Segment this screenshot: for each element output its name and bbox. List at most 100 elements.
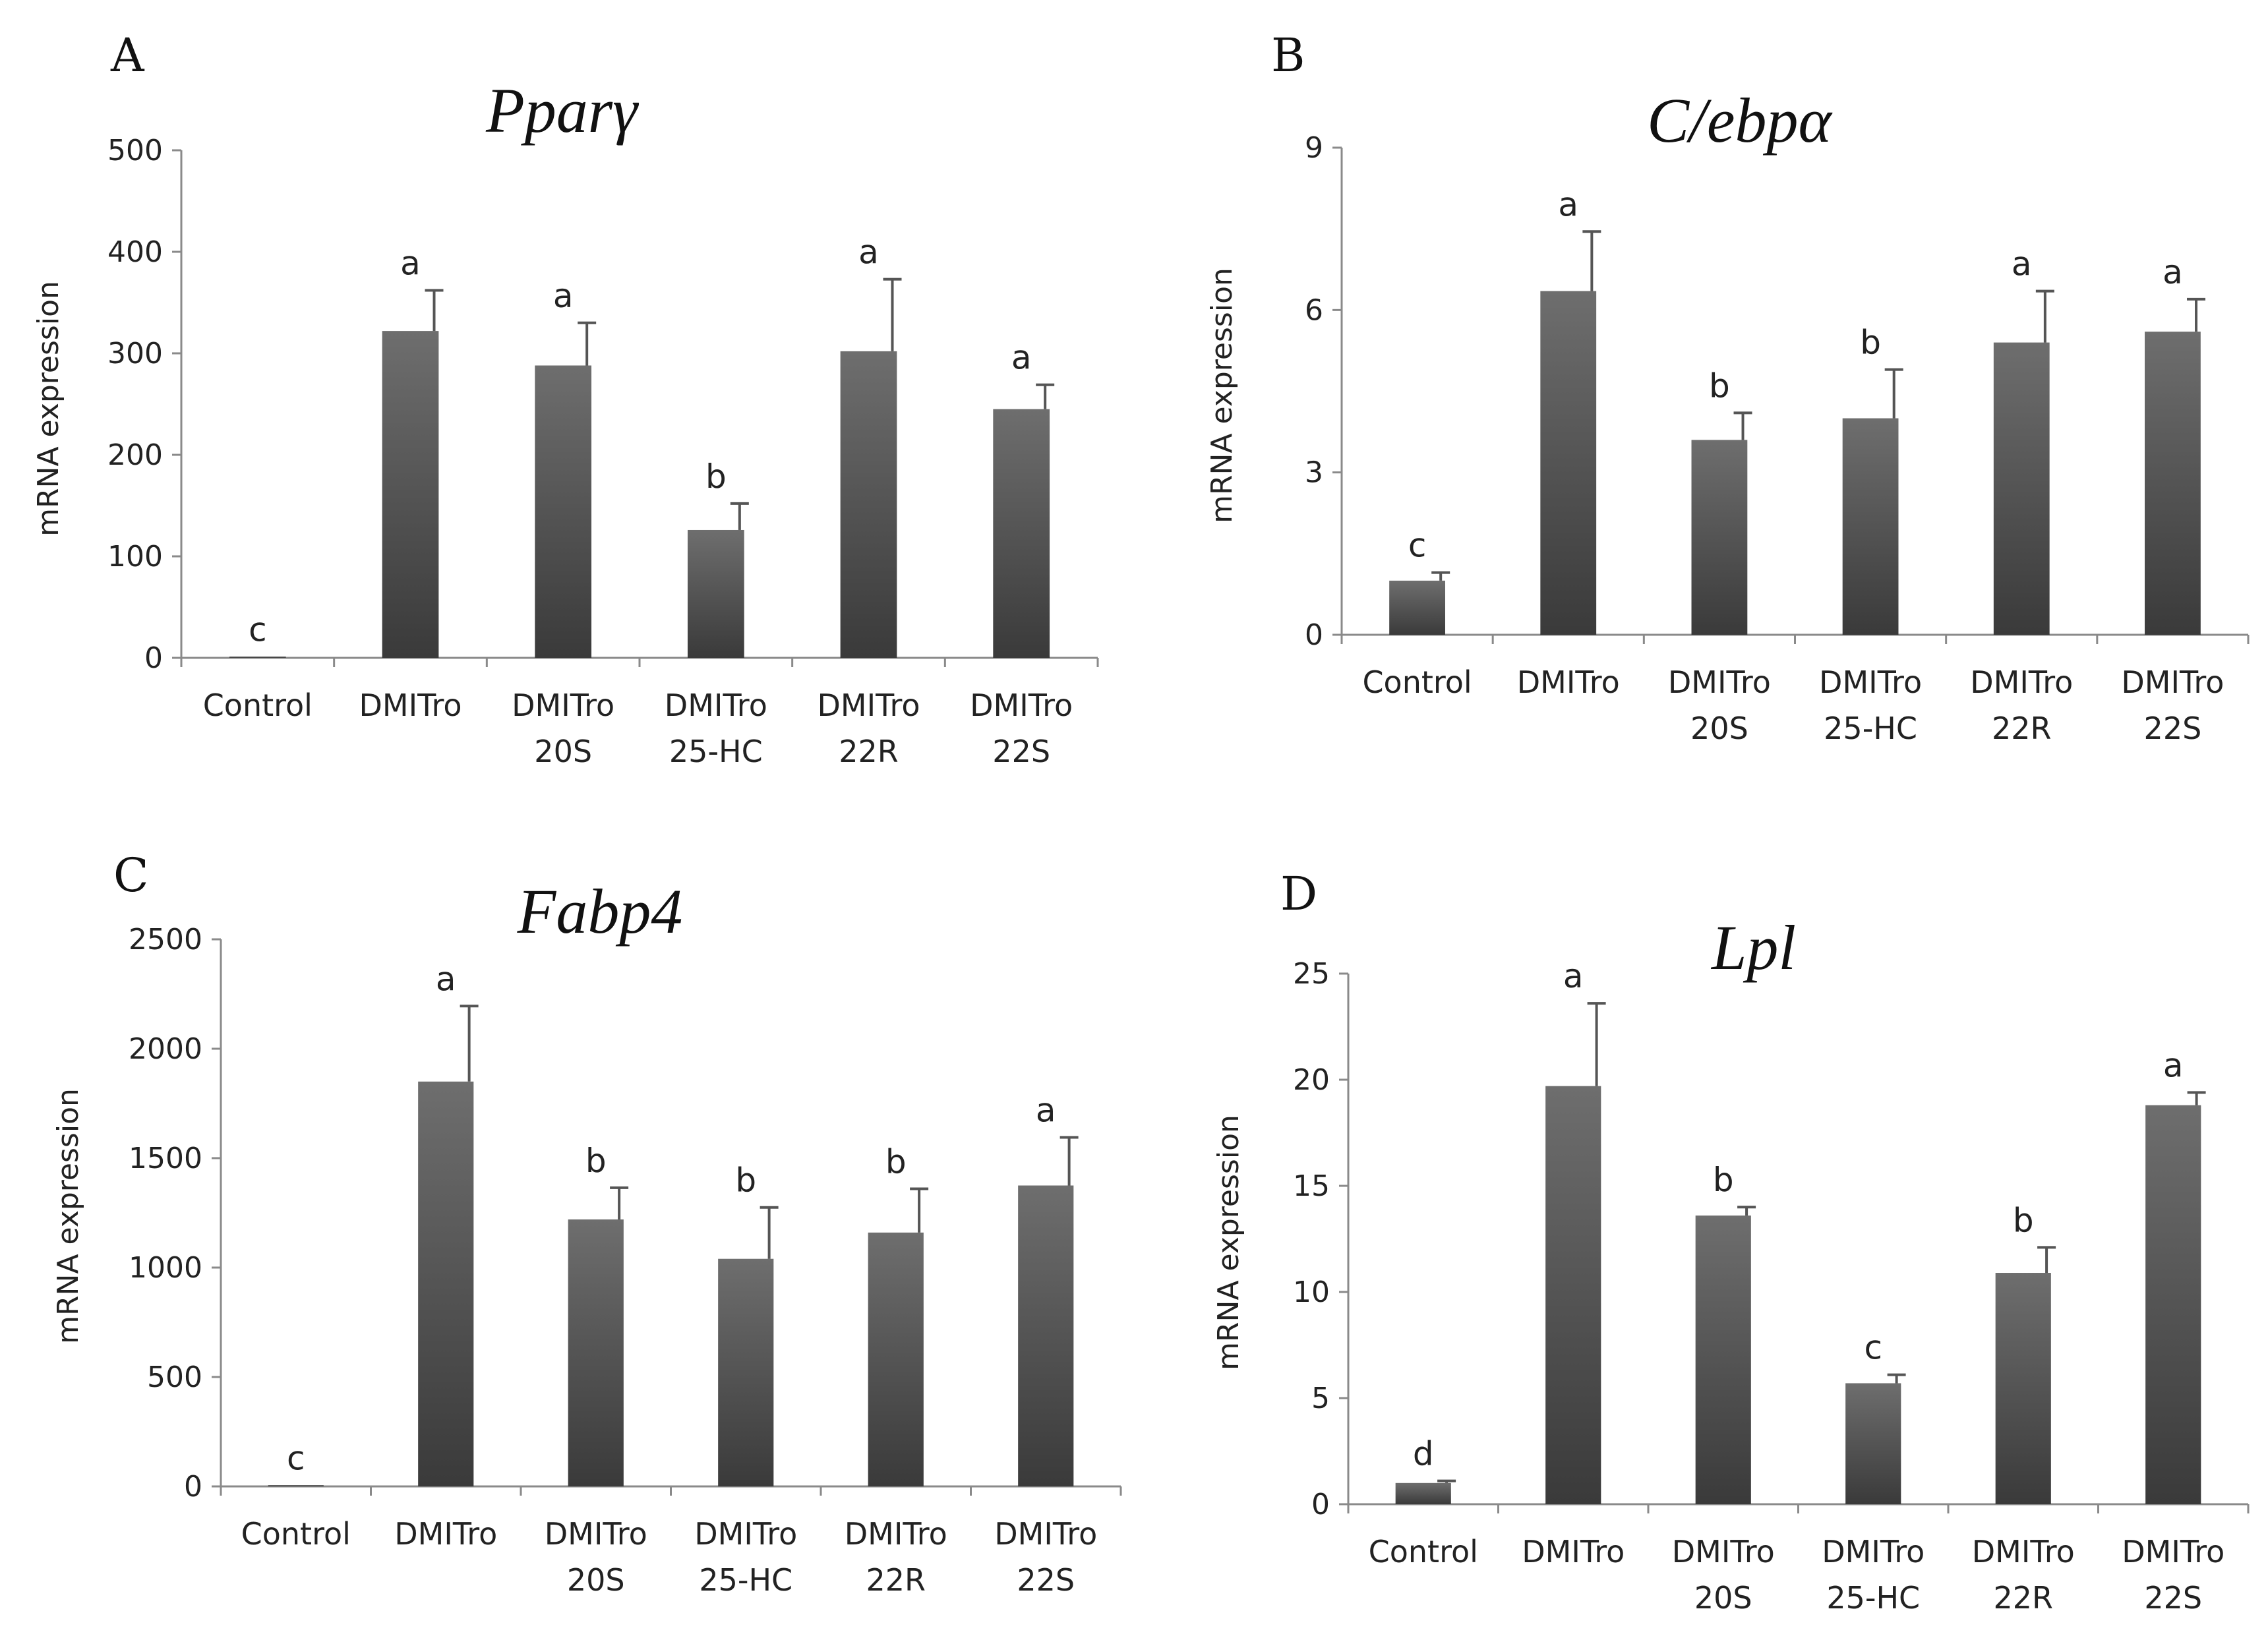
category-label-a: 22R xyxy=(839,734,899,769)
category-label-a: 25-HC xyxy=(669,734,763,769)
y-axis-label-d: mRNA expression xyxy=(1212,1115,1245,1370)
category-label-a: DMITro xyxy=(512,688,614,723)
significance-label-c: b xyxy=(735,1161,756,1200)
panel-letter-b: B xyxy=(1271,28,1305,82)
category-label-c: 25-HC xyxy=(699,1562,792,1598)
bar-b xyxy=(1389,580,1445,635)
significance-label-b: b xyxy=(1709,366,1730,405)
bar-a xyxy=(687,529,744,658)
category-label-b: 22S xyxy=(2144,711,2202,746)
chart-body-a: 0 100 200 300 400 500 c Control a DMITro a DMITro 20… xyxy=(107,134,1099,769)
panel-c: C Fabp4 mRNA expression 0 500 1000 1500 2000… xyxy=(51,848,1122,1598)
category-label-a: DMITro xyxy=(359,688,462,723)
significance-label-b: b xyxy=(1860,324,1881,362)
category-label-d: DMITro xyxy=(1522,1534,1625,1569)
significance-label-a: a xyxy=(1011,339,1032,377)
category-label-b: DMITro xyxy=(1970,664,2073,700)
significance-label-c: b xyxy=(885,1142,907,1181)
y-axis-label-a: mRNA expression xyxy=(32,281,65,537)
bar-a xyxy=(993,409,1050,658)
category-label-d: 22R xyxy=(1994,1580,2054,1616)
chart-title-b: C/ebpα xyxy=(1647,85,1832,156)
y-tick-label-a: 500 xyxy=(107,134,163,167)
category-label-d: DMITro xyxy=(1672,1534,1775,1569)
category-label-d: 22S xyxy=(2144,1580,2202,1616)
category-label-d: DMITro xyxy=(1972,1534,2075,1569)
category-label-b: 22R xyxy=(1992,711,2052,746)
category-label-c: DMITro xyxy=(694,1516,797,1552)
y-tick-label-d: 20 xyxy=(1293,1063,1330,1097)
y-tick-label-b: 3 xyxy=(1305,456,1323,490)
significance-label-a: b xyxy=(705,457,727,496)
panel-letter-d: D xyxy=(1280,867,1317,921)
chart-body-c: 0 500 1000 1500 2000 2500 c Control a DMITro b DMIT… xyxy=(129,923,1122,1598)
significance-label-c: b xyxy=(585,1142,607,1180)
significance-label-b: a xyxy=(2012,245,2032,283)
category-label-b: DMITro xyxy=(1819,664,1922,700)
bar-c xyxy=(868,1232,924,1486)
category-label-c: 22R xyxy=(866,1562,926,1598)
significance-label-d: d xyxy=(1413,1435,1434,1473)
category-label-b: 25-HC xyxy=(1824,711,1917,746)
category-label-d: Control xyxy=(1369,1534,1478,1569)
panel-b: B C/ebpα mRNA expression 0 3 6 9 c Control a DM… xyxy=(1205,28,2250,746)
y-tick-label-a: 300 xyxy=(107,337,163,370)
panel-letter-c: C xyxy=(113,848,149,902)
panel-letter-a: A xyxy=(110,28,145,82)
significance-label-a: a xyxy=(400,245,421,283)
category-label-a: 20S xyxy=(534,734,592,769)
bar-c xyxy=(418,1081,474,1486)
y-tick-label-a: 0 xyxy=(144,641,163,675)
panel-d: D Lpl mRNA expression 0 5 10 15 20 25 d Control… xyxy=(1212,867,2250,1616)
significance-label-a: a xyxy=(858,233,879,272)
y-tick-label-c: 1000 xyxy=(129,1251,202,1285)
chart-body-d: 0 5 10 15 20 25 d Control a DMITro b DMITro 20S c DMIT… xyxy=(1293,957,2250,1616)
category-label-b: Control xyxy=(1362,664,1472,700)
chart-title-d: Lpl xyxy=(1710,912,1796,983)
category-label-c: Control xyxy=(241,1516,351,1552)
bar-c xyxy=(718,1258,774,1486)
category-label-b: DMITro xyxy=(2121,664,2224,700)
bar-d xyxy=(1395,1482,1451,1504)
bar-c xyxy=(568,1219,624,1486)
y-tick-label-d: 15 xyxy=(1293,1169,1330,1203)
bar-d xyxy=(1995,1273,2051,1504)
y-tick-label-a: 100 xyxy=(107,540,163,573)
category-label-c: DMITro xyxy=(845,1516,947,1552)
significance-label-c: a xyxy=(1036,1091,1056,1129)
y-tick-label-d: 10 xyxy=(1293,1275,1330,1309)
bar-d xyxy=(1545,1086,1601,1504)
bar-b xyxy=(1540,291,1597,635)
chart-title-a: Pparγ xyxy=(485,75,639,146)
y-axis-label-b: mRNA expression xyxy=(1205,268,1239,523)
significance-label-d: a xyxy=(1563,957,1584,995)
y-tick-label-c: 2500 xyxy=(129,923,202,956)
bar-d xyxy=(1695,1215,1751,1504)
y-tick-label-a: 200 xyxy=(107,438,163,472)
y-tick-label-d: 25 xyxy=(1293,957,1330,991)
y-tick-label-c: 0 xyxy=(184,1470,202,1504)
y-tick-label-b: 0 xyxy=(1305,618,1323,652)
bar-a xyxy=(382,331,439,658)
category-label-c: DMITro xyxy=(994,1516,1097,1552)
bar-a xyxy=(229,657,286,658)
y-tick-label-b: 9 xyxy=(1305,131,1323,165)
bar-d xyxy=(1845,1383,1901,1504)
y-axis-label-c: mRNA expression xyxy=(51,1088,85,1344)
category-label-d: 25-HC xyxy=(1826,1580,1920,1616)
category-label-c: 22S xyxy=(1017,1562,1075,1598)
bar-d xyxy=(2145,1105,2201,1504)
category-label-c: DMITro xyxy=(545,1516,647,1552)
category-label-d: DMITro xyxy=(1822,1534,1925,1569)
y-tick-label-a: 400 xyxy=(107,235,163,269)
category-label-b: 20S xyxy=(1690,711,1748,746)
significance-label-d: a xyxy=(2163,1046,2184,1084)
category-label-a: DMITro xyxy=(970,688,1073,723)
bar-a xyxy=(840,351,897,658)
y-tick-label-d: 0 xyxy=(1311,1488,1330,1521)
y-tick-label-c: 2000 xyxy=(129,1032,202,1066)
category-label-a: DMITro xyxy=(817,688,920,723)
significance-label-d: b xyxy=(2013,1201,2034,1239)
y-tick-label-d: 5 xyxy=(1311,1382,1330,1415)
